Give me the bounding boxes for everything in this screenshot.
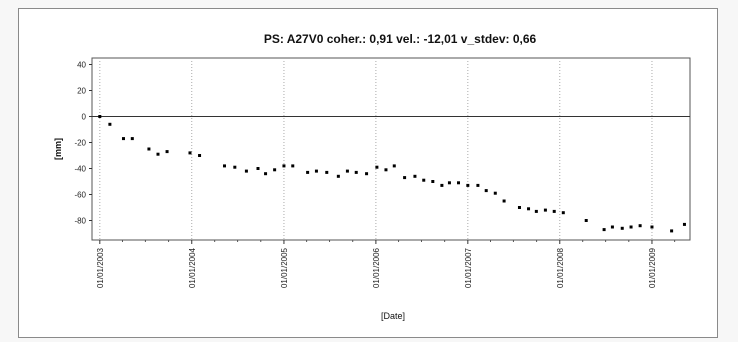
x-axis: 01/01/2003 01/01/2004 01/01/2005 01/01/2006… (96, 240, 676, 288)
y-tick-label: 20 (77, 87, 86, 96)
data-point (165, 150, 169, 154)
data-point (306, 170, 310, 174)
x-tick-label: 01/01/2003 (96, 247, 105, 288)
x-tick-label: 01/01/2006 (372, 247, 381, 288)
data-points (98, 115, 686, 233)
data-point (403, 176, 407, 180)
data-point (629, 225, 633, 229)
data-point (291, 164, 295, 168)
x-tick-label: 01/01/2008 (556, 247, 565, 288)
data-point (650, 225, 654, 229)
data-point (222, 164, 226, 168)
data-point (325, 170, 329, 174)
data-point (98, 115, 102, 118)
data-point (233, 165, 237, 169)
data-point (484, 189, 488, 193)
data-point (610, 225, 614, 229)
data-point (121, 137, 125, 141)
data-point (365, 172, 369, 176)
x-axis-label: [Date] (381, 311, 405, 321)
data-point (422, 178, 426, 182)
data-point (392, 164, 396, 168)
data-point (108, 122, 112, 126)
y-tick-label: 40 (77, 61, 86, 70)
plot-area (91, 57, 691, 241)
data-point (502, 199, 506, 203)
data-point (130, 137, 134, 141)
data-point (264, 172, 268, 176)
data-point (147, 147, 151, 151)
y-tick-label: -20 (74, 139, 86, 148)
data-point (602, 228, 606, 232)
data-point (384, 168, 388, 172)
data-point (620, 226, 624, 230)
y-axis-label: [mm] (53, 138, 63, 160)
data-point (345, 169, 349, 173)
data-point (447, 181, 451, 185)
data-point (638, 224, 642, 228)
x-tick-label: 01/01/2005 (280, 247, 289, 288)
y-tick-label: -60 (74, 191, 86, 200)
x-tick-label: 01/01/2007 (464, 247, 473, 288)
data-point (527, 207, 531, 211)
grid-layer (99, 58, 653, 240)
data-point (156, 152, 160, 156)
y-tick-label: -80 (74, 217, 86, 226)
data-point (336, 174, 340, 178)
data-point (476, 183, 480, 187)
y-tick-label: -40 (74, 165, 86, 174)
data-point (552, 209, 556, 213)
data-point (256, 167, 260, 170)
data-point (282, 164, 286, 168)
data-point (682, 222, 686, 226)
data-point (314, 169, 318, 173)
data-point (561, 211, 565, 215)
data-point (244, 169, 248, 173)
data-point (466, 183, 470, 187)
data-point (413, 174, 417, 178)
data-point (670, 229, 674, 233)
y-tick-label: 0 (82, 113, 87, 122)
x-tick-label: 01/01/2009 (648, 247, 657, 288)
data-point (188, 151, 192, 155)
data-point (543, 208, 547, 212)
data-point (493, 191, 497, 195)
data-point (534, 209, 538, 213)
data-point (431, 180, 435, 183)
data-point (375, 165, 379, 169)
x-tick-label: 01/01/2004 (188, 247, 197, 288)
data-point (273, 168, 277, 172)
data-point (198, 154, 202, 157)
data-point (354, 170, 358, 174)
chart-title: PS: A27V0 coher.: 0,91 vel.: -12,01 v_st… (264, 32, 537, 46)
data-point (440, 183, 444, 187)
data-point (584, 219, 588, 222)
data-point (457, 181, 461, 185)
data-point (517, 206, 521, 209)
y-axis: 40 20 0 -20 -40 -60 -80 (74, 61, 92, 226)
